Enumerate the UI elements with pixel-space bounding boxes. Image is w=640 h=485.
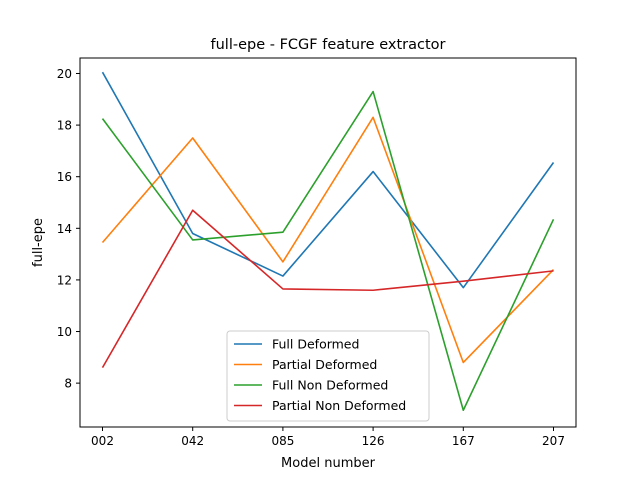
series-line-partial-deformed bbox=[101, 116, 555, 364]
ticks-layer: 002 042 085 126 167 207 8 10 12 14 16 18 20 bbox=[57, 67, 565, 448]
series-line-full-non-deformed bbox=[101, 90, 555, 412]
y-tick-label: 10 bbox=[57, 325, 72, 339]
y-tick-label: 20 bbox=[57, 67, 72, 81]
chart-title: full-epe - FCGF feature extractor bbox=[211, 37, 446, 53]
legend-box bbox=[226, 330, 430, 422]
plot-frame bbox=[79, 57, 577, 428]
y-tick-label: 16 bbox=[57, 170, 72, 184]
series-line-partial-non-deformed bbox=[101, 209, 554, 369]
x-tick-label: 042 bbox=[181, 434, 204, 448]
x-tick-label: 085 bbox=[271, 434, 294, 448]
y-tick-label: 12 bbox=[57, 273, 72, 287]
series-layer bbox=[101, 71, 555, 412]
x-tick-label: 002 bbox=[91, 434, 114, 448]
legend-label-full-deformed: Full Deformed bbox=[272, 337, 359, 352]
series-line-full-deformed bbox=[101, 71, 555, 289]
x-tick-label: 207 bbox=[542, 434, 565, 448]
legend-label-full-non-deformed: Full Non Deformed bbox=[272, 378, 388, 393]
legend-label-partial-non-deformed: Partial Non Deformed bbox=[272, 398, 406, 413]
y-tick-label: 8 bbox=[64, 377, 72, 391]
x-axis-label: Model number bbox=[281, 456, 376, 471]
y-tick-label: 18 bbox=[57, 119, 72, 133]
x-tick-label: 126 bbox=[362, 434, 385, 448]
x-tick-label: 167 bbox=[452, 434, 475, 448]
legend: Full Deformed Partial Deformed Full Non De… bbox=[226, 330, 430, 422]
legend-label-partial-deformed: Partial Deformed bbox=[272, 357, 377, 372]
y-tick-label: 14 bbox=[57, 222, 72, 236]
y-axis-label: full-epe bbox=[31, 218, 46, 267]
